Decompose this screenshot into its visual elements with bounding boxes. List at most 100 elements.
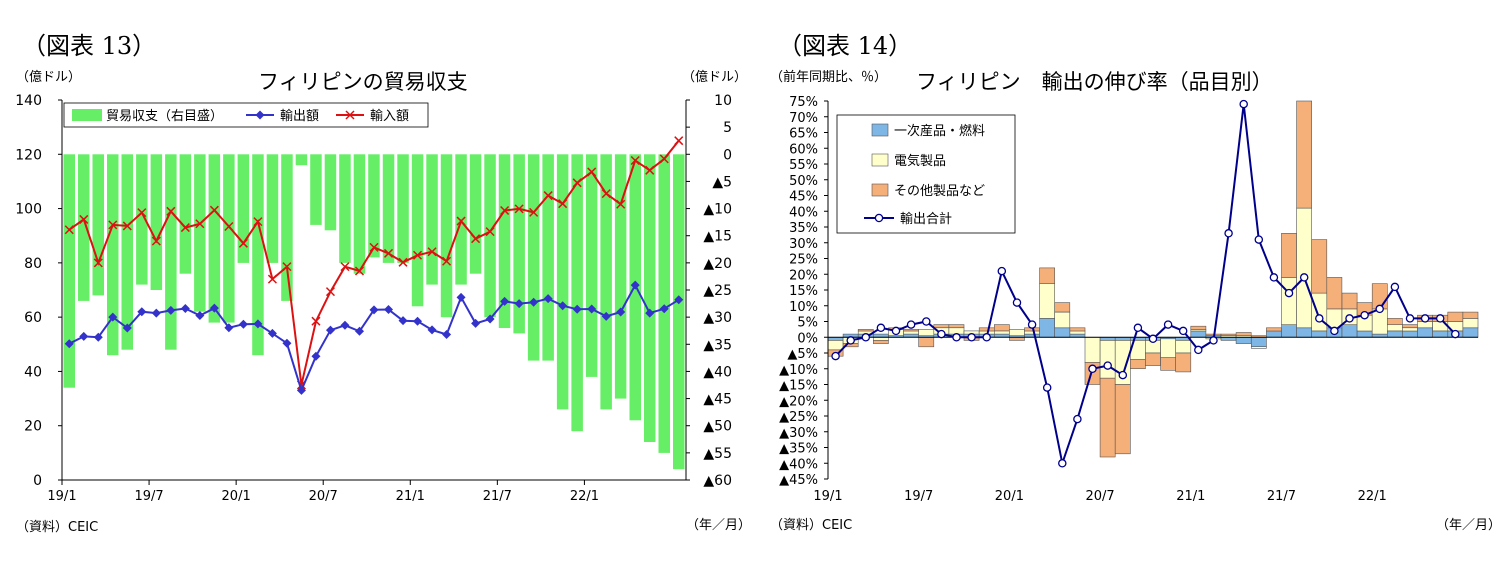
y-tick-label: ▲5% [787, 347, 818, 362]
legend: 貿易収支（右目盛） 輸出額 輸入額 [63, 102, 429, 128]
export-point [79, 331, 89, 341]
balance-bar [556, 154, 569, 410]
export-total-point [876, 323, 886, 333]
balance-bar [78, 154, 90, 301]
y-tick-label: ▲30% [779, 426, 818, 441]
import-point [64, 225, 74, 235]
primary-fuel-bar [1114, 336, 1131, 341]
balance-bar [644, 154, 656, 443]
export-growth-chart: 75%70%65%60%55%50%45%40%35%30%25%20%15%1… [779, 95, 1479, 504]
export-total-point [1360, 310, 1369, 320]
export-total-point [1451, 329, 1460, 339]
export-point [413, 316, 423, 326]
primary-fuel-bar [1266, 330, 1282, 338]
export-point [166, 305, 176, 315]
right-tick-label: ▲45 [703, 392, 732, 408]
left-tick-label: 120 [15, 147, 42, 163]
balance-bar [179, 154, 192, 274]
export-point [253, 319, 263, 329]
y-tick-label: 10% [789, 300, 818, 315]
electronics-bar [1024, 330, 1040, 335]
balance-bar [455, 154, 467, 285]
import-point [79, 214, 89, 224]
export-total-point [1239, 99, 1248, 109]
chart-title: フィリピンの貿易収支 [258, 70, 468, 94]
primary-fuel-bar [1069, 333, 1086, 338]
primary-fuel-bar [1311, 330, 1328, 338]
export-point [616, 307, 626, 317]
electronics-bar [1160, 338, 1177, 358]
export-total-point [1330, 326, 1339, 336]
x-axis-unit: （年／月） [686, 518, 752, 533]
export-total-point [861, 333, 871, 342]
electronics-bar [1084, 336, 1101, 363]
right-tick-label: 0 [723, 147, 732, 163]
balance-bar [339, 154, 351, 263]
electronics-bar [1054, 311, 1071, 329]
export-point [267, 328, 277, 338]
electronics-bar [1281, 277, 1297, 325]
electronics-bar [1069, 330, 1086, 335]
primary-fuel-bar [994, 333, 1010, 338]
y-tick-label: 75% [789, 95, 818, 110]
import-point [398, 257, 408, 267]
primary-fuel-bar [1190, 330, 1207, 338]
primary-fuel-bar [1250, 336, 1267, 348]
export-point [122, 323, 132, 333]
y-tick-label: 65% [789, 127, 818, 142]
balance-bar [382, 154, 395, 263]
electronics-bar [827, 340, 844, 351]
export-point [137, 307, 147, 317]
import-point [166, 206, 176, 216]
left-tick-label: 40 [24, 364, 42, 380]
import-point [630, 155, 640, 166]
other-goods-bar [873, 340, 889, 344]
export-total-point [937, 329, 946, 339]
balance-bar [92, 154, 104, 296]
export-point [427, 325, 437, 335]
balance-bar [281, 154, 293, 301]
primary-fuel-bar [903, 333, 920, 338]
primary-fuel-bar [1099, 336, 1116, 341]
balance-bar [614, 154, 627, 399]
y-tick-label: 55% [789, 158, 818, 173]
other-goods-bar [1326, 277, 1343, 310]
primary-fuel-bar [1402, 330, 1418, 338]
other-goods-bar [1145, 352, 1161, 366]
source-note: （資料）CEIC [16, 520, 99, 535]
export-point [311, 351, 321, 361]
left-tick-label: 100 [15, 202, 42, 218]
balance-bar [513, 154, 525, 334]
import-point [442, 256, 452, 266]
primary-fuel-bar [1432, 330, 1449, 338]
right-tick-label: ▲10 [703, 202, 732, 218]
export-point [108, 312, 118, 322]
y-tick-label: ▲40% [779, 457, 818, 472]
left-axis-unit: （億ドル） [16, 70, 82, 85]
balance-bar [411, 154, 424, 307]
right-tick-label: ▲35 [703, 337, 732, 353]
x-tick-label: 19/7 [134, 489, 163, 504]
balance-bar [542, 154, 554, 361]
legend-label-electronics: 電気製品 [894, 153, 946, 169]
export-total-point [1299, 273, 1309, 282]
electronics-bar [1402, 327, 1418, 332]
balance-bar [324, 154, 337, 231]
electronics-bar [1296, 207, 1312, 329]
primary-fuel-bar [1341, 324, 1358, 338]
export-point [354, 326, 364, 336]
balance-bar [353, 154, 366, 274]
export-point [64, 339, 74, 349]
balance-bar [527, 154, 540, 361]
import-point [108, 220, 118, 230]
balance-bar [469, 154, 482, 274]
right-tick-label: 10 [714, 93, 732, 109]
legend-marker-import [345, 110, 355, 120]
primary-fuel-bar [1356, 330, 1373, 338]
legend-box [836, 114, 1016, 234]
y-tick-label: 50% [789, 174, 818, 189]
x-tick-label: 22/1 [1358, 489, 1387, 504]
other-goods-bar [933, 324, 950, 329]
balance-bar [266, 154, 279, 263]
electronics-bar [873, 336, 889, 341]
